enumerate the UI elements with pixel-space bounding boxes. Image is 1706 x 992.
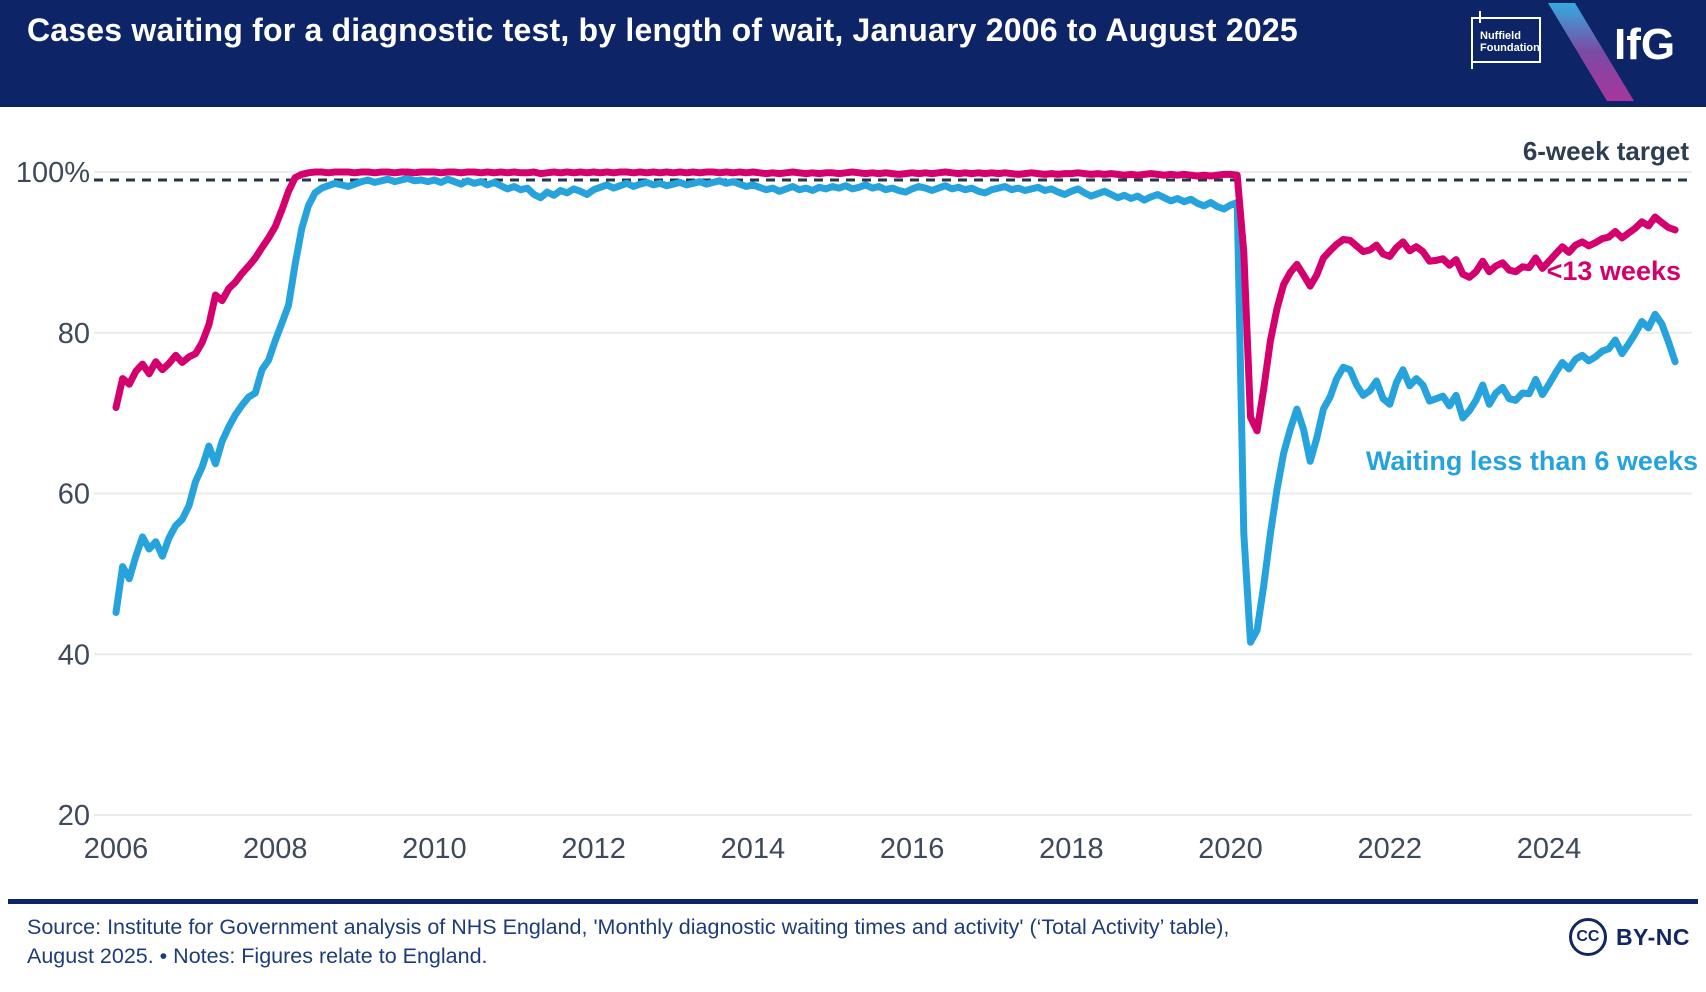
y-axis-tick-label: 80 (58, 318, 90, 350)
y-axis-tick-label: 60 (58, 479, 90, 511)
license-label: BY-NC (1615, 923, 1690, 950)
source-note: Source: Institute for Government analysi… (27, 913, 1427, 971)
target-line-label: 6-week target (1522, 136, 1689, 166)
nuffield-logo-text: Nuffield Foundation (1480, 30, 1540, 54)
x-axis-tick-label: 2018 (1039, 833, 1104, 865)
x-axis-tick-label: 2014 (721, 833, 786, 865)
x-axis-tick-label: 2008 (243, 833, 308, 865)
chart-title: Cases waiting for a diagnostic test, by … (27, 12, 1298, 48)
x-axis-tick-label: 2012 (561, 833, 626, 865)
footer-divider (8, 899, 1698, 904)
x-axis-tick-label: 2010 (402, 833, 467, 865)
y-axis-tick-label: 20 (58, 800, 90, 832)
ifg-logo: IfG (1614, 20, 1676, 69)
source-line-1: Source: Institute for Government analysi… (27, 915, 1230, 939)
source-line-2: August 2025. • Notes: Figures relate to … (27, 944, 488, 968)
x-axis-tick-label: 2024 (1517, 833, 1582, 865)
nuffield-logo-mark (1471, 59, 1473, 69)
series-line-under-13-weeks (112, 168, 1679, 435)
nuffield-foundation-logo: Nuffield Foundation (1471, 11, 1541, 69)
y-axis-tick-label: 40 (58, 639, 90, 671)
nuffield-logo-mark (1479, 11, 1481, 23)
x-axis-tick-label: 2006 (84, 833, 149, 865)
x-axis-tick-label: 2016 (880, 833, 945, 865)
series-label-under-13-weeks: <13 weeks (1546, 256, 1681, 286)
x-axis-tick-label: 2020 (1198, 833, 1263, 865)
x-axis-tick-label: 2022 (1358, 833, 1423, 865)
series-label-under-6-weeks: Waiting less than 6 weeks (1365, 446, 1698, 476)
series-line-under-6-weeks (112, 174, 1679, 646)
header-bar: Cases waiting for a diagnostic test, by … (0, 0, 1706, 107)
license-badge: CC BY-NC (1568, 918, 1690, 956)
y-axis-tick-label: 100% (16, 157, 90, 189)
cc-icon: CC (1568, 918, 1607, 956)
